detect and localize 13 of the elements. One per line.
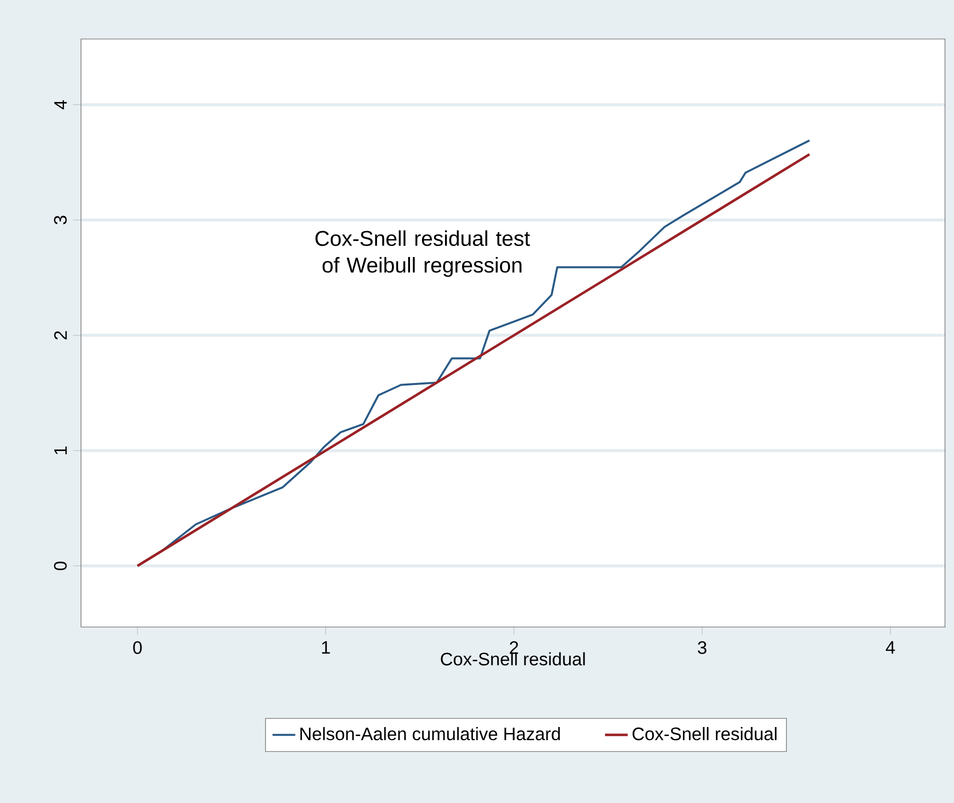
legend-label: Cox-Snell residual	[632, 727, 776, 740]
y-tick-label: 2	[54, 331, 67, 340]
y-tick-label: 3	[54, 216, 67, 224]
y-tick-label: 1	[54, 446, 67, 454]
x-tick-label: 1	[322, 641, 330, 654]
annotation: Cox-Snell residual test of Weibull regression	[315, 230, 530, 277]
x-tick-label: 4	[886, 641, 895, 654]
x-axis-title: Cox-Snell residual	[440, 652, 585, 666]
y-tick-label: 0	[54, 562, 67, 570]
legend-label: Nelson-Aalen cumulative Hazard	[300, 727, 560, 740]
x-tick-label: 0	[133, 641, 142, 654]
y-tick-label: 4	[54, 100, 67, 110]
x-tick-label: 3	[698, 641, 706, 654]
